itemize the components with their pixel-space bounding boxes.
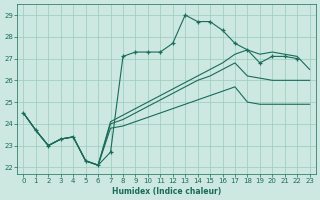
X-axis label: Humidex (Indice chaleur): Humidex (Indice chaleur) [112,187,221,196]
